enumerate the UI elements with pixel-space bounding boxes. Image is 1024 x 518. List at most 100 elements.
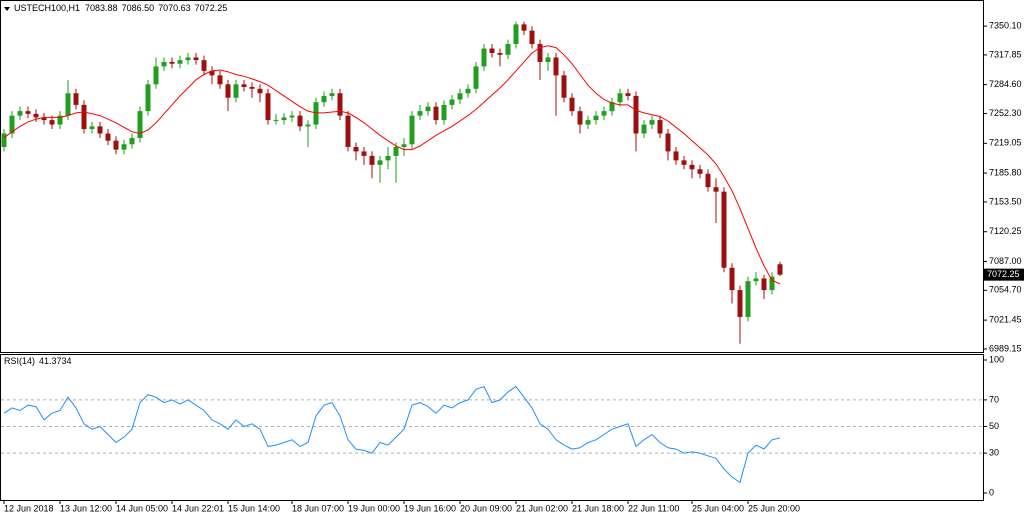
candle-body <box>73 93 79 105</box>
candle-body <box>417 111 423 116</box>
y-tick-label: 50 <box>989 421 999 431</box>
x-tick-label: 14 Jun 05:00 <box>116 503 168 513</box>
candle-body <box>249 86 255 89</box>
menu-icon[interactable] <box>4 7 10 11</box>
candle-body <box>113 140 119 150</box>
candle-body <box>617 93 623 103</box>
candle-body <box>473 66 479 89</box>
candle-body <box>273 120 279 122</box>
candle-body <box>161 61 167 67</box>
candle-body <box>713 187 719 192</box>
candle-body <box>681 160 687 165</box>
y-tick-label: 7021.45 <box>989 314 1022 324</box>
candle-body <box>17 111 23 116</box>
candle-body <box>9 115 15 134</box>
candle-body <box>753 278 759 282</box>
candle-body <box>217 75 223 85</box>
x-tick-label: 13 Jun 12:00 <box>60 503 112 513</box>
candle-body <box>289 115 295 118</box>
y-tick-label: 30 <box>989 447 999 457</box>
candle-body <box>105 133 111 141</box>
candle-body <box>553 57 559 76</box>
y-tick-label: 7153.50 <box>989 196 1022 206</box>
candle-body <box>481 48 487 67</box>
candle-body <box>353 146 359 152</box>
candle-body <box>689 164 695 170</box>
candle-body <box>193 57 199 61</box>
y-tick-label: 7120.25 <box>989 226 1022 236</box>
candle-body <box>705 173 711 188</box>
price-label: 7072.25 <box>987 269 1020 279</box>
candle-body <box>65 93 71 116</box>
candle-body <box>297 115 303 127</box>
candle-body <box>777 264 783 275</box>
y-tick-label: 7087.00 <box>989 256 1022 266</box>
candle-body <box>657 120 663 134</box>
y-tick-label: 7185.80 <box>989 167 1022 177</box>
y-tick-label: 7219.05 <box>989 138 1022 148</box>
candle-body <box>345 115 351 147</box>
candle-body <box>25 111 31 114</box>
candle-body <box>233 84 239 98</box>
candle-body <box>401 144 407 147</box>
candle-body <box>89 126 95 130</box>
candle-body <box>329 93 335 96</box>
candle-body <box>601 111 607 116</box>
candle-body <box>257 88 263 94</box>
candle-body <box>265 93 271 121</box>
candle-body <box>145 84 151 112</box>
candle-body <box>465 88 471 94</box>
open: 7083.88 <box>85 3 118 13</box>
candle-body <box>41 117 47 121</box>
candle-body <box>305 124 311 127</box>
candle-body <box>769 276 775 291</box>
candle-body <box>337 93 343 116</box>
close: 7072.25 <box>195 3 228 13</box>
candle-body <box>153 66 159 85</box>
rsi-value: 41.3734 <box>39 356 72 366</box>
x-tick-label: 25 Jun 04:00 <box>692 503 744 513</box>
candle-body <box>457 93 463 100</box>
candle-body <box>49 120 55 125</box>
candle-body <box>521 24 527 31</box>
rsi-line <box>3 385 781 484</box>
candle-body <box>561 75 567 98</box>
candle-body <box>729 267 735 291</box>
candle-body <box>537 44 543 62</box>
candle-body <box>497 52 503 55</box>
y-tick-label: 6989.15 <box>989 343 1022 353</box>
candle-body <box>545 57 551 62</box>
candle-body <box>377 160 383 165</box>
candle-body <box>649 120 655 125</box>
y-tick-label: 7317.85 <box>989 49 1022 59</box>
candle-body <box>1 133 7 147</box>
candle-body <box>513 24 519 45</box>
chart-header: USTECH100,H1 7083.88 7086.50 7070.63 7072.25 <box>14 3 227 13</box>
candle-body <box>609 102 615 112</box>
candle-body <box>505 44 511 55</box>
y-tick-label: 7252.30 <box>989 108 1022 118</box>
x-tick-label: 19 Jun 00:00 <box>348 503 400 513</box>
candle-body <box>593 115 599 121</box>
x-tick-label: 18 Jun 07:00 <box>292 503 344 513</box>
candle-body <box>33 113 39 118</box>
candle-body <box>97 126 103 134</box>
x-tick-label: 12 Jun 2018 <box>4 503 54 513</box>
moving-average <box>3 45 781 285</box>
candle-body <box>321 95 327 103</box>
main-panel <box>0 0 984 353</box>
candle-body <box>745 281 751 317</box>
candle-body <box>721 191 727 268</box>
candle-body <box>121 144 127 150</box>
candle-body <box>201 60 207 71</box>
x-tick-label: 19 Jun 16:00 <box>404 503 456 513</box>
rsi-panel <box>0 354 984 501</box>
symbol: USTECH100,H1 <box>14 3 80 13</box>
candle-body <box>393 146 399 156</box>
x-tick-label: 25 Jun 20:00 <box>748 503 800 513</box>
x-tick-label: 20 Jun 09:00 <box>460 503 512 513</box>
candle-body <box>737 290 743 317</box>
candle-body <box>641 124 647 134</box>
candle-body <box>81 104 87 130</box>
